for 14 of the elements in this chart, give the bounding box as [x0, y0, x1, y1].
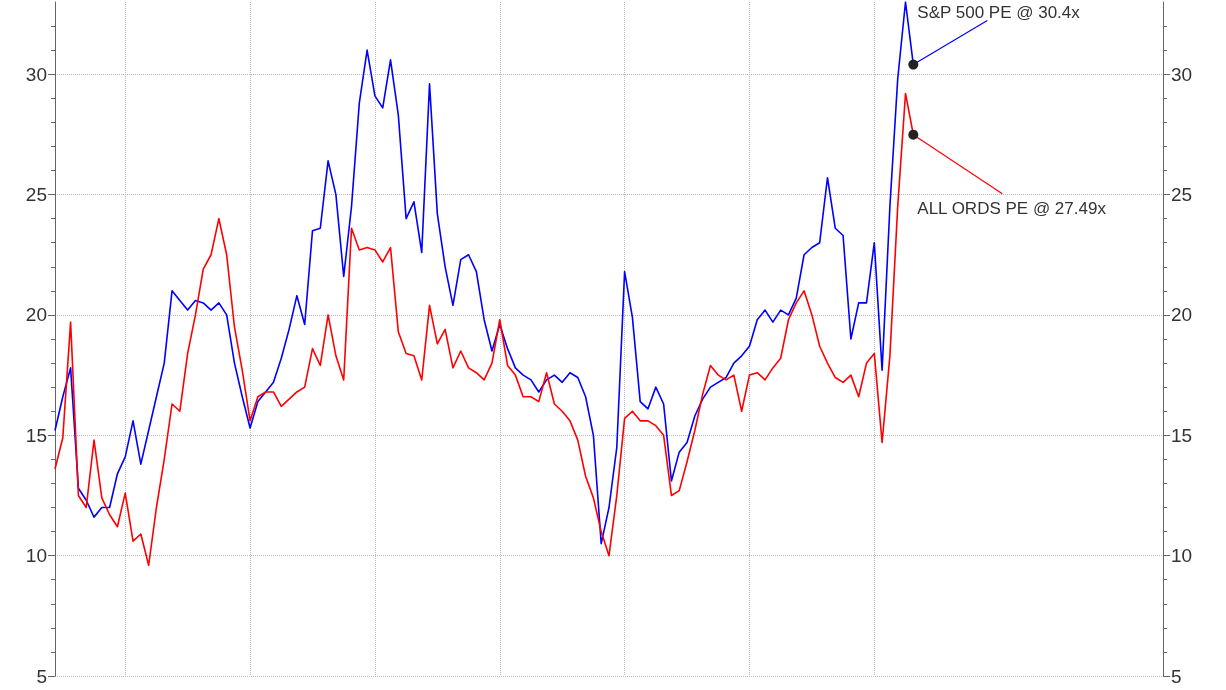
y2-tick-label: 25 — [1171, 184, 1193, 206]
y2-tick-label: 10 — [1171, 545, 1193, 567]
annotation: S&P 500 PE @ 30.4x — [917, 2, 1081, 22]
y-tick-label: 25 — [25, 184, 47, 206]
y2-tick-label: 30 — [1171, 63, 1193, 85]
y-tick-label: 20 — [25, 304, 47, 326]
y2-tick-label: 5 — [1171, 665, 1182, 687]
y-tick-label: 15 — [25, 424, 47, 446]
y-tick-label: 30 — [25, 63, 47, 85]
y2-tick-label: 15 — [1171, 424, 1193, 446]
y2-tick-label: 20 — [1171, 304, 1193, 326]
y-tick-label: 10 — [25, 545, 47, 567]
annotation: ALL ORDS PE @ 27.49x — [917, 198, 1107, 218]
y-tick-label: 5 — [36, 665, 47, 687]
